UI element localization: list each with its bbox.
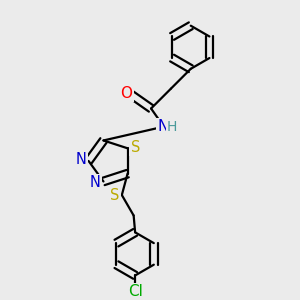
Text: N: N (158, 119, 169, 134)
Text: S: S (130, 140, 140, 155)
Text: Cl: Cl (128, 284, 142, 299)
Text: S: S (110, 188, 119, 203)
Text: H: H (167, 120, 177, 134)
Text: N: N (90, 176, 101, 190)
Text: N: N (76, 152, 87, 167)
Text: O: O (120, 86, 132, 101)
